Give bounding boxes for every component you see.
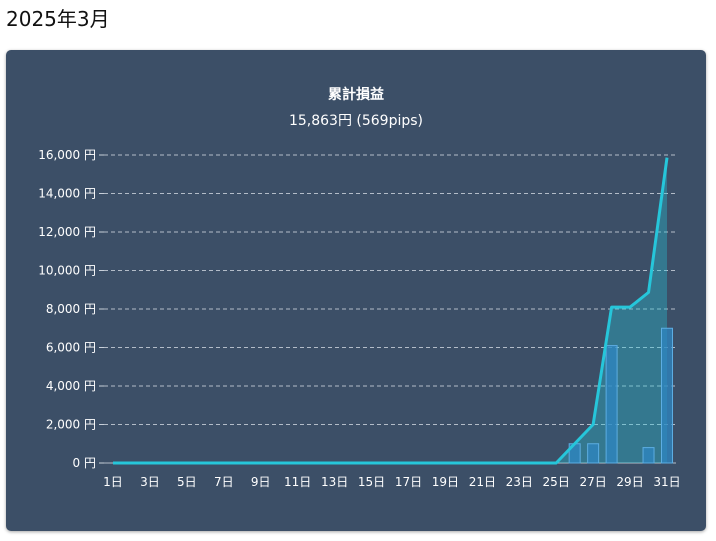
daily-bar xyxy=(587,443,600,464)
x-tick-label: 3日 xyxy=(140,475,160,489)
x-tick-label: 27日 xyxy=(579,475,606,489)
x-tick-label: 5日 xyxy=(177,475,197,489)
chart-subtitle: 15,863円 (569pips) xyxy=(288,113,424,129)
y-tick-label: 6,000 円 xyxy=(46,341,96,355)
x-tick-label: 15日 xyxy=(358,475,385,489)
cumulative-pnl-chart: 0 円 2,000 円 4,000 円 6,000 円 8,000 円 10,000 円 1… xyxy=(38,148,680,489)
x-tick-label: 11日 xyxy=(284,475,311,489)
y-tick-label: 10,000 円 xyxy=(38,264,96,278)
x-tick-label: 7日 xyxy=(214,475,234,489)
page-heading: 2025年3月 xyxy=(6,7,110,31)
y-tick-label: 8,000 円 xyxy=(46,302,96,316)
chart-card: 累計損益 15,863円 (569pips) 0 円 2,000 円 4,000 円… xyxy=(6,50,706,531)
cumulative-area xyxy=(113,157,667,463)
y-tick-label: 0 円 xyxy=(73,456,96,470)
y-tick-label: 2,000 円 xyxy=(46,418,96,432)
daily-bar xyxy=(661,327,673,464)
chart-title: 累計損益 xyxy=(328,87,384,103)
x-tick-label: 1日 xyxy=(103,475,123,489)
x-tick-label: 25日 xyxy=(543,475,570,489)
y-tick-label: 4,000 円 xyxy=(46,379,96,393)
x-tick-label: 17日 xyxy=(395,475,422,489)
x-tick-label: 31日 xyxy=(653,475,680,489)
y-tick-label: 16,000 円 xyxy=(38,148,96,162)
x-tick-label: 9日 xyxy=(251,475,271,489)
x-tick-label: 13日 xyxy=(321,475,348,489)
x-tick-label: 21日 xyxy=(469,475,496,489)
y-tick-label: 14,000 円 xyxy=(38,187,96,201)
daily-bar xyxy=(605,345,618,464)
daily-bar xyxy=(642,447,655,464)
x-tick-label: 19日 xyxy=(432,475,459,489)
cumulative-line xyxy=(113,157,669,465)
x-tick-label: 29日 xyxy=(616,475,643,489)
y-tick-label: 12,000 円 xyxy=(38,225,96,239)
x-tick-label: 23日 xyxy=(506,475,533,489)
